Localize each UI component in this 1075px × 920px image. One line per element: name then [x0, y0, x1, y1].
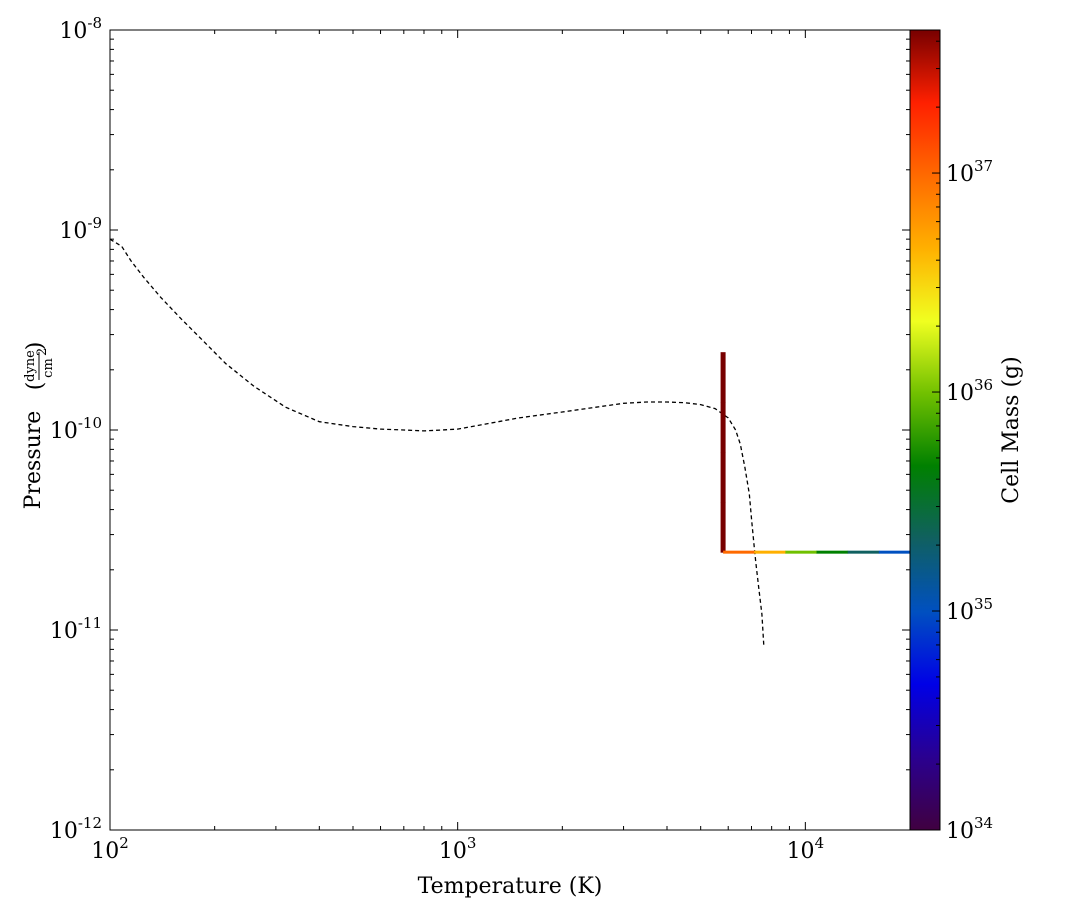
colorbar: 1034 1035 1036 1037 [909, 29, 993, 844]
x-tick-label: 104 [787, 834, 825, 864]
y-axis-unit-paren-close: ) [23, 342, 48, 351]
y-axis-unit-paren-open: ( [23, 382, 48, 391]
y-axis-title-text: Pressure [21, 411, 46, 510]
cell-mass-bar [754, 550, 786, 554]
y-axis: 10-12 10-11 10-10 10-9 10-8 [50, 14, 910, 844]
colorbar-tick-label: 1034 [946, 814, 993, 844]
y-axis-unit-numerator: dyne [23, 350, 38, 382]
cell-mass-bar [720, 402, 726, 453]
colorbar-tick-label: 1035 [946, 595, 993, 625]
y-tick-label: 10-12 [50, 814, 102, 844]
y-axis-unit-denominator: cm [41, 358, 56, 378]
colorbar-title: Cell Mass (g) [999, 356, 1024, 503]
cell-mass-bar [816, 550, 849, 554]
cell-mass-bar [785, 550, 818, 554]
cell-mass-bar [847, 550, 880, 554]
cell-mass-bar [723, 550, 755, 554]
plot-frame [109, 29, 911, 831]
y-tick-label: 10-9 [59, 214, 102, 244]
cell-mass-bar [720, 352, 726, 403]
x-axis-title: Temperature (K) [418, 874, 603, 899]
y-axis-unit-denominator-exp: 2 [35, 348, 50, 356]
colorbar-tick-label: 1037 [946, 157, 993, 187]
x-tick-label: 103 [439, 834, 477, 864]
y-tick-label: 10-10 [50, 414, 102, 444]
colorbar-gradient [909, 29, 941, 831]
y-tick-label: 10-8 [59, 14, 102, 44]
colorbar-tick-label: 1036 [946, 376, 993, 406]
y-tick-label: 10-11 [50, 614, 102, 644]
y-axis-title: Pressure ( dyne cm 2 ) [21, 342, 56, 510]
cell-mass-bar [720, 452, 726, 503]
x-tick-label: 102 [91, 834, 129, 864]
series-dashed-line [109, 238, 765, 648]
plot-area [109, 29, 911, 831]
cell-mass-bar [878, 550, 911, 554]
x-axis: 102 103 104 [91, 30, 911, 864]
cell-mass-bar [720, 502, 726, 553]
